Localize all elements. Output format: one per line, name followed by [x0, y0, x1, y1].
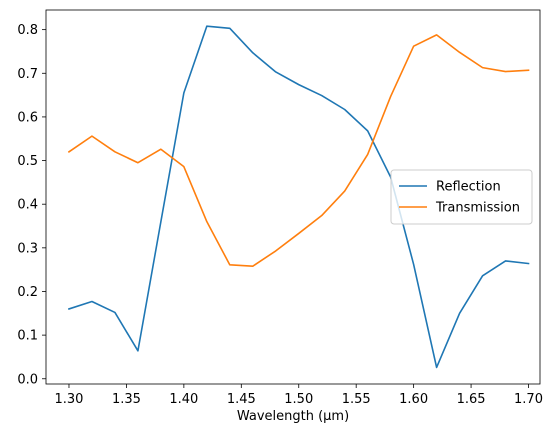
x-tick-label: 1.30 — [55, 392, 84, 407]
x-tick-label: 1.55 — [342, 392, 371, 407]
legend: Reflection Transmission — [390, 169, 533, 225]
x-tick-label: 1.45 — [227, 392, 256, 407]
x-tick-label: 1.70 — [514, 392, 543, 407]
y-tick-label: 0.6 — [17, 110, 38, 125]
x-tick-label: 1.65 — [457, 392, 486, 407]
legend-box — [390, 169, 533, 225]
x-tick-label: 1.35 — [112, 392, 141, 407]
legend-label-reflection: Reflection — [436, 180, 501, 195]
x-tick-label: 1.40 — [169, 392, 198, 407]
y-axis-ticks: 0.0 0.1 0.2 0.3 0.4 0.5 0.6 0.7 0.8 — [17, 23, 46, 387]
y-tick-label: 0.8 — [17, 23, 38, 38]
x-tick-label: 1.50 — [284, 392, 313, 407]
x-axis-ticks: 1.30 1.35 1.40 1.45 1.50 1.55 1.60 1.65 1.70 — [55, 384, 543, 407]
x-tick-label: 1.60 — [399, 392, 428, 407]
axes-frame — [45, 9, 541, 385]
series-line-reflection — [67, 25, 530, 369]
series-layer — [67, 25, 530, 369]
y-tick-label: 0.4 — [17, 198, 38, 213]
series-line-transmission — [67, 34, 530, 267]
y-tick-label: 0.1 — [17, 329, 38, 344]
y-tick-label: 0.3 — [17, 241, 38, 256]
y-tick-label: 0.5 — [17, 154, 38, 169]
legend-label-transmission: Transmission — [435, 201, 520, 216]
y-tick-label: 0.2 — [17, 285, 38, 300]
x-axis-label: Wavelength (μm) — [237, 409, 349, 424]
y-tick-label: 0.0 — [17, 372, 38, 387]
y-tick-label: 0.7 — [17, 67, 38, 82]
